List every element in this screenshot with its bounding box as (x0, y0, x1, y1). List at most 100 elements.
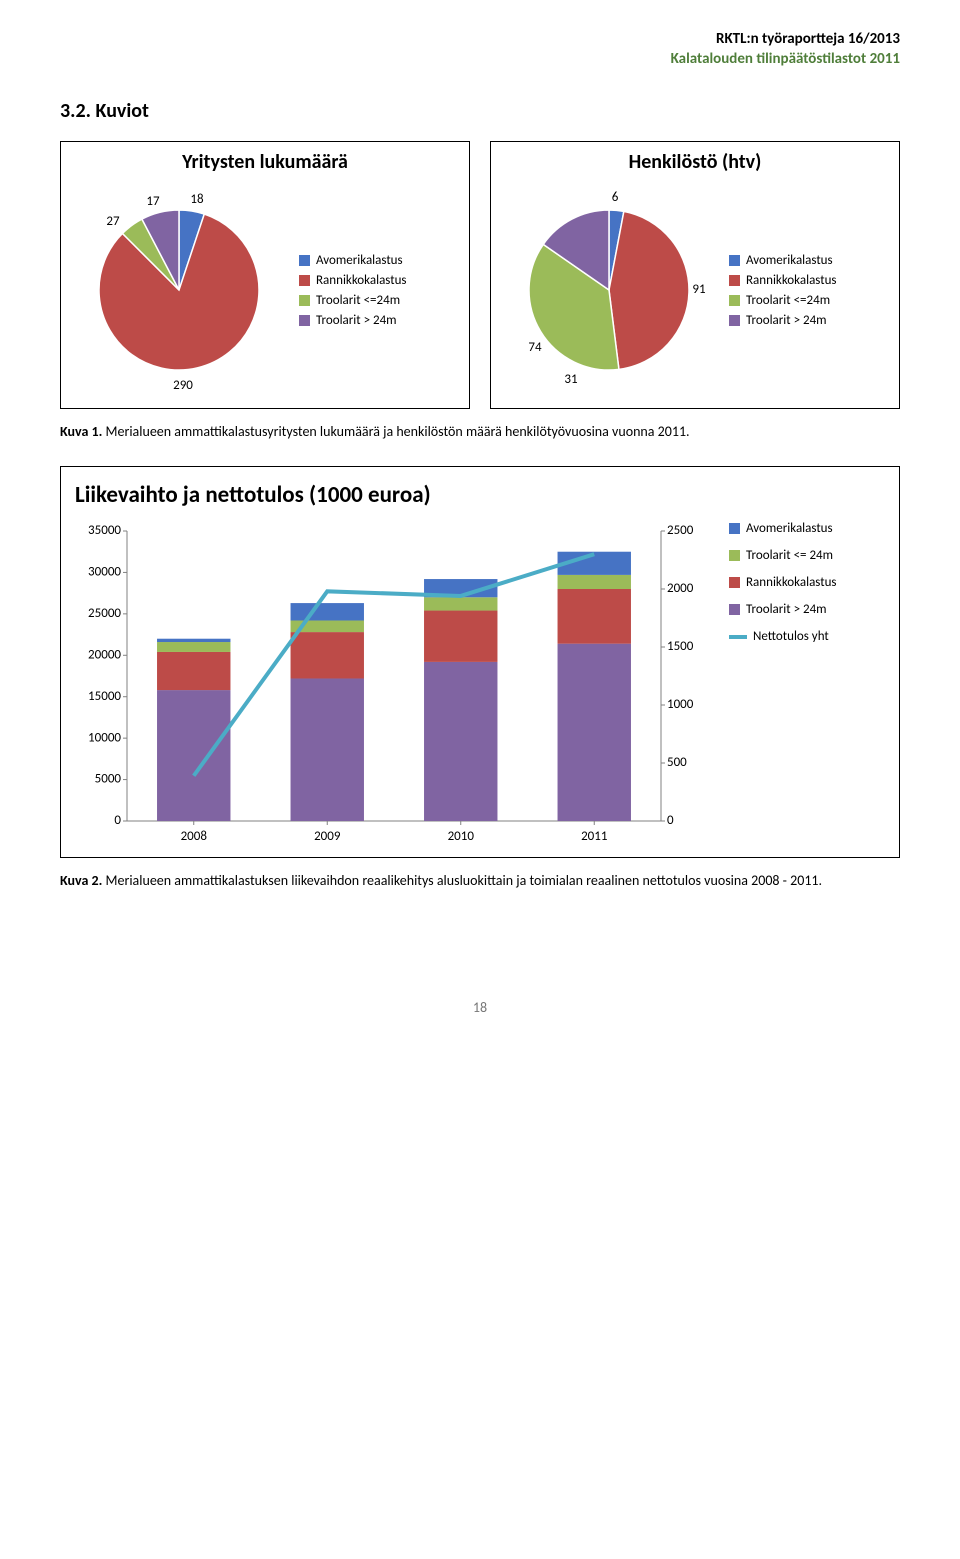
legend-swatch (729, 295, 740, 306)
line-series (194, 554, 595, 776)
axis-tick-label: 0 (114, 813, 121, 828)
legend-swatch (299, 275, 310, 286)
legend-item: Avomerikalastus (299, 253, 407, 268)
bar-segment (424, 597, 497, 610)
kuva2-label: Kuva 2. (60, 872, 102, 889)
legend-label: Rannikkokalastus (746, 575, 837, 590)
legend-item: Troolarit <=24m (729, 293, 837, 308)
legend-item: Troolarit > 24m (729, 602, 837, 617)
bar-segment (157, 652, 230, 690)
pie-panel-left: Yritysten lukumäärä 18 290 17 27 Avomerikal… (60, 141, 470, 409)
x-category-label: 2008 (181, 829, 208, 844)
pie-data-label: 31 (564, 372, 577, 387)
combo-chart-legend: Avomerikalastus Troolarit <= 24m Rannikkok… (729, 521, 837, 851)
axis-tick-label: 0 (667, 813, 674, 828)
legend-item: Troolarit <= 24m (729, 548, 837, 563)
legend-item: Troolarit > 24m (299, 313, 407, 328)
bar-segment (558, 575, 631, 589)
pie-panel-right: Henkilöstö (htv) 6917431 Avomerikalastus… (490, 141, 900, 409)
axis-tick-label: 1500 (667, 639, 694, 654)
legend-swatch (729, 523, 740, 534)
bar-segment (157, 690, 230, 821)
axis-tick-label: 5000 (95, 772, 122, 787)
legend-item: Rannikkokalastus (729, 273, 837, 288)
legend-swatch (729, 550, 740, 561)
legend-label: Avomerikalastus (746, 253, 833, 268)
legend-label: Rannikkokalastus (746, 273, 837, 288)
header-line1: RKTL:n työraportteja 16/2013 (60, 30, 900, 50)
legend-label: Troolarit > 24m (746, 313, 827, 328)
legend-item: Nettotulos yht (729, 629, 837, 644)
x-category-label: 2011 (581, 829, 607, 844)
page-header: RKTL:n työraportteja 16/2013 Kalataloude… (60, 30, 900, 69)
x-category-label: 2009 (314, 829, 341, 844)
bar-segment (424, 611, 497, 662)
legend-label: Troolarit <=24m (746, 293, 830, 308)
axis-tick-label: 1000 (667, 697, 694, 712)
pie-left-legend: Avomerikalastus Rannikkokalastus Troolarit… (299, 248, 407, 333)
bar-segment (291, 678, 364, 821)
combo-chart-frame: Liikevaihto ja nettotulos (1000 euroa) 0… (60, 466, 900, 858)
pie-left-title: Yritysten lukumäärä (69, 150, 461, 174)
page-number: 18 (60, 999, 900, 1016)
legend-item: Troolarit <=24m (299, 293, 407, 308)
header-line2: Kalatalouden tilinpäätöstilastot 2011 (60, 50, 900, 70)
bar-segment (157, 639, 230, 642)
legend-label: Troolarit > 24m (746, 602, 827, 617)
axis-tick-label: 25000 (88, 606, 121, 621)
legend-swatch (299, 295, 310, 306)
legend-item: Avomerikalastus (729, 253, 837, 268)
pie-data-label: 18 (190, 192, 204, 207)
kuva1-text: Merialueen ammattikalastusyritysten luku… (106, 423, 690, 440)
legend-swatch (299, 255, 310, 266)
legend-label: Rannikkokalastus (316, 273, 407, 288)
pie-data-label: 17 (146, 194, 160, 209)
section-heading: 3.2. Kuviot (60, 99, 900, 123)
pie-right-legend: Avomerikalastus Rannikkokalastus Troolarit… (729, 248, 837, 333)
bar-segment (558, 644, 631, 821)
axis-tick-label: 2500 (667, 523, 694, 538)
kuva1-label: Kuva 1. (60, 423, 102, 440)
legend-swatch (729, 275, 740, 286)
pie-data-label: 27 (106, 214, 120, 229)
bar-segment (291, 632, 364, 678)
combo-chart-svg: 0500010000150002000025000300003500005001… (71, 521, 711, 851)
legend-item: Rannikkokalastus (299, 273, 407, 288)
legend-label: Avomerikalastus (316, 253, 403, 268)
pie-right-svg: 6 91 74 31 (499, 180, 719, 400)
legend-label: Avomerikalastus (746, 521, 833, 536)
axis-tick-label: 500 (667, 755, 687, 770)
legend-label: Troolarit <=24m (316, 293, 400, 308)
legend-item: Rannikkokalastus (729, 575, 837, 590)
legend-swatch (729, 315, 740, 326)
bar-segment (291, 603, 364, 620)
bar-segment (424, 662, 497, 821)
kuva2-text: Merialueen ammattikalastuksen liikevaihd… (106, 872, 823, 889)
legend-swatch (729, 604, 740, 615)
x-category-label: 2010 (448, 829, 475, 844)
bar-segment (157, 642, 230, 652)
axis-tick-label: 10000 (88, 730, 121, 745)
pie-charts-row: Yritysten lukumäärä 18 290 17 27 Avomerikal… (60, 141, 900, 409)
pie-slice (609, 211, 689, 369)
axis-tick-label: 2000 (667, 581, 694, 596)
combo-chart-title: Liikevaihto ja nettotulos (1000 euroa) (75, 481, 889, 509)
legend-swatch (299, 315, 310, 326)
bar-segment (558, 589, 631, 644)
pie-data-label: 74 (528, 340, 542, 355)
legend-label: Troolarit <= 24m (746, 548, 833, 563)
pie-data-label: 6 (612, 190, 619, 205)
legend-item: Troolarit > 24m (729, 313, 837, 328)
legend-swatch (729, 577, 740, 588)
pie-left-svg: 18 290 17 27 (69, 180, 289, 400)
pie-data-label: 91 (692, 282, 705, 297)
legend-line-swatch (729, 635, 747, 639)
axis-tick-label: 15000 (88, 689, 121, 704)
pie-data-label: 290 (173, 378, 193, 390)
legend-item: Avomerikalastus (729, 521, 837, 536)
legend-label: Troolarit > 24m (316, 313, 397, 328)
kuva2-caption: Kuva 2. Merialueen ammattikalastuksen li… (60, 872, 900, 889)
kuva1-caption: Kuva 1. Merialueen ammattikalastusyritys… (60, 423, 900, 440)
legend-label: Nettotulos yht (753, 629, 829, 644)
axis-tick-label: 20000 (88, 647, 121, 662)
